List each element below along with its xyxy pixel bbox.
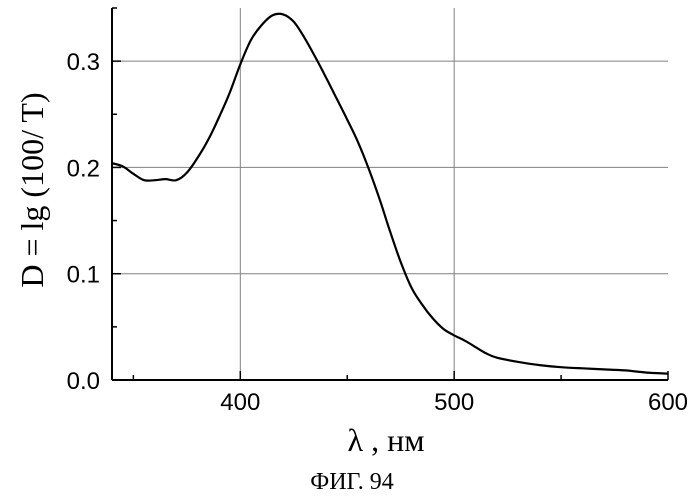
- x-tick-label: 400: [220, 389, 260, 416]
- y-axis-title: D = lg (100/ T): [14, 92, 50, 287]
- ticks: 400 500 600 0.0 0.1 0.2 0.3: [67, 8, 688, 416]
- absorption-curve: [112, 14, 668, 374]
- y-tick-label: 0.3: [67, 49, 100, 76]
- x-tick-label: 600: [648, 389, 688, 416]
- y-tick-label: 0.1: [67, 262, 100, 289]
- y-tick-label: 0.0: [67, 368, 100, 395]
- figure-caption: ФИГ. 94: [310, 469, 393, 495]
- axes: [112, 8, 668, 380]
- grid-lines: [112, 8, 668, 380]
- data-series: [112, 14, 668, 374]
- y-tick-label: 0.2: [67, 155, 100, 182]
- x-axis-title: λ , нм: [348, 422, 425, 458]
- x-tick-label: 500: [434, 389, 474, 416]
